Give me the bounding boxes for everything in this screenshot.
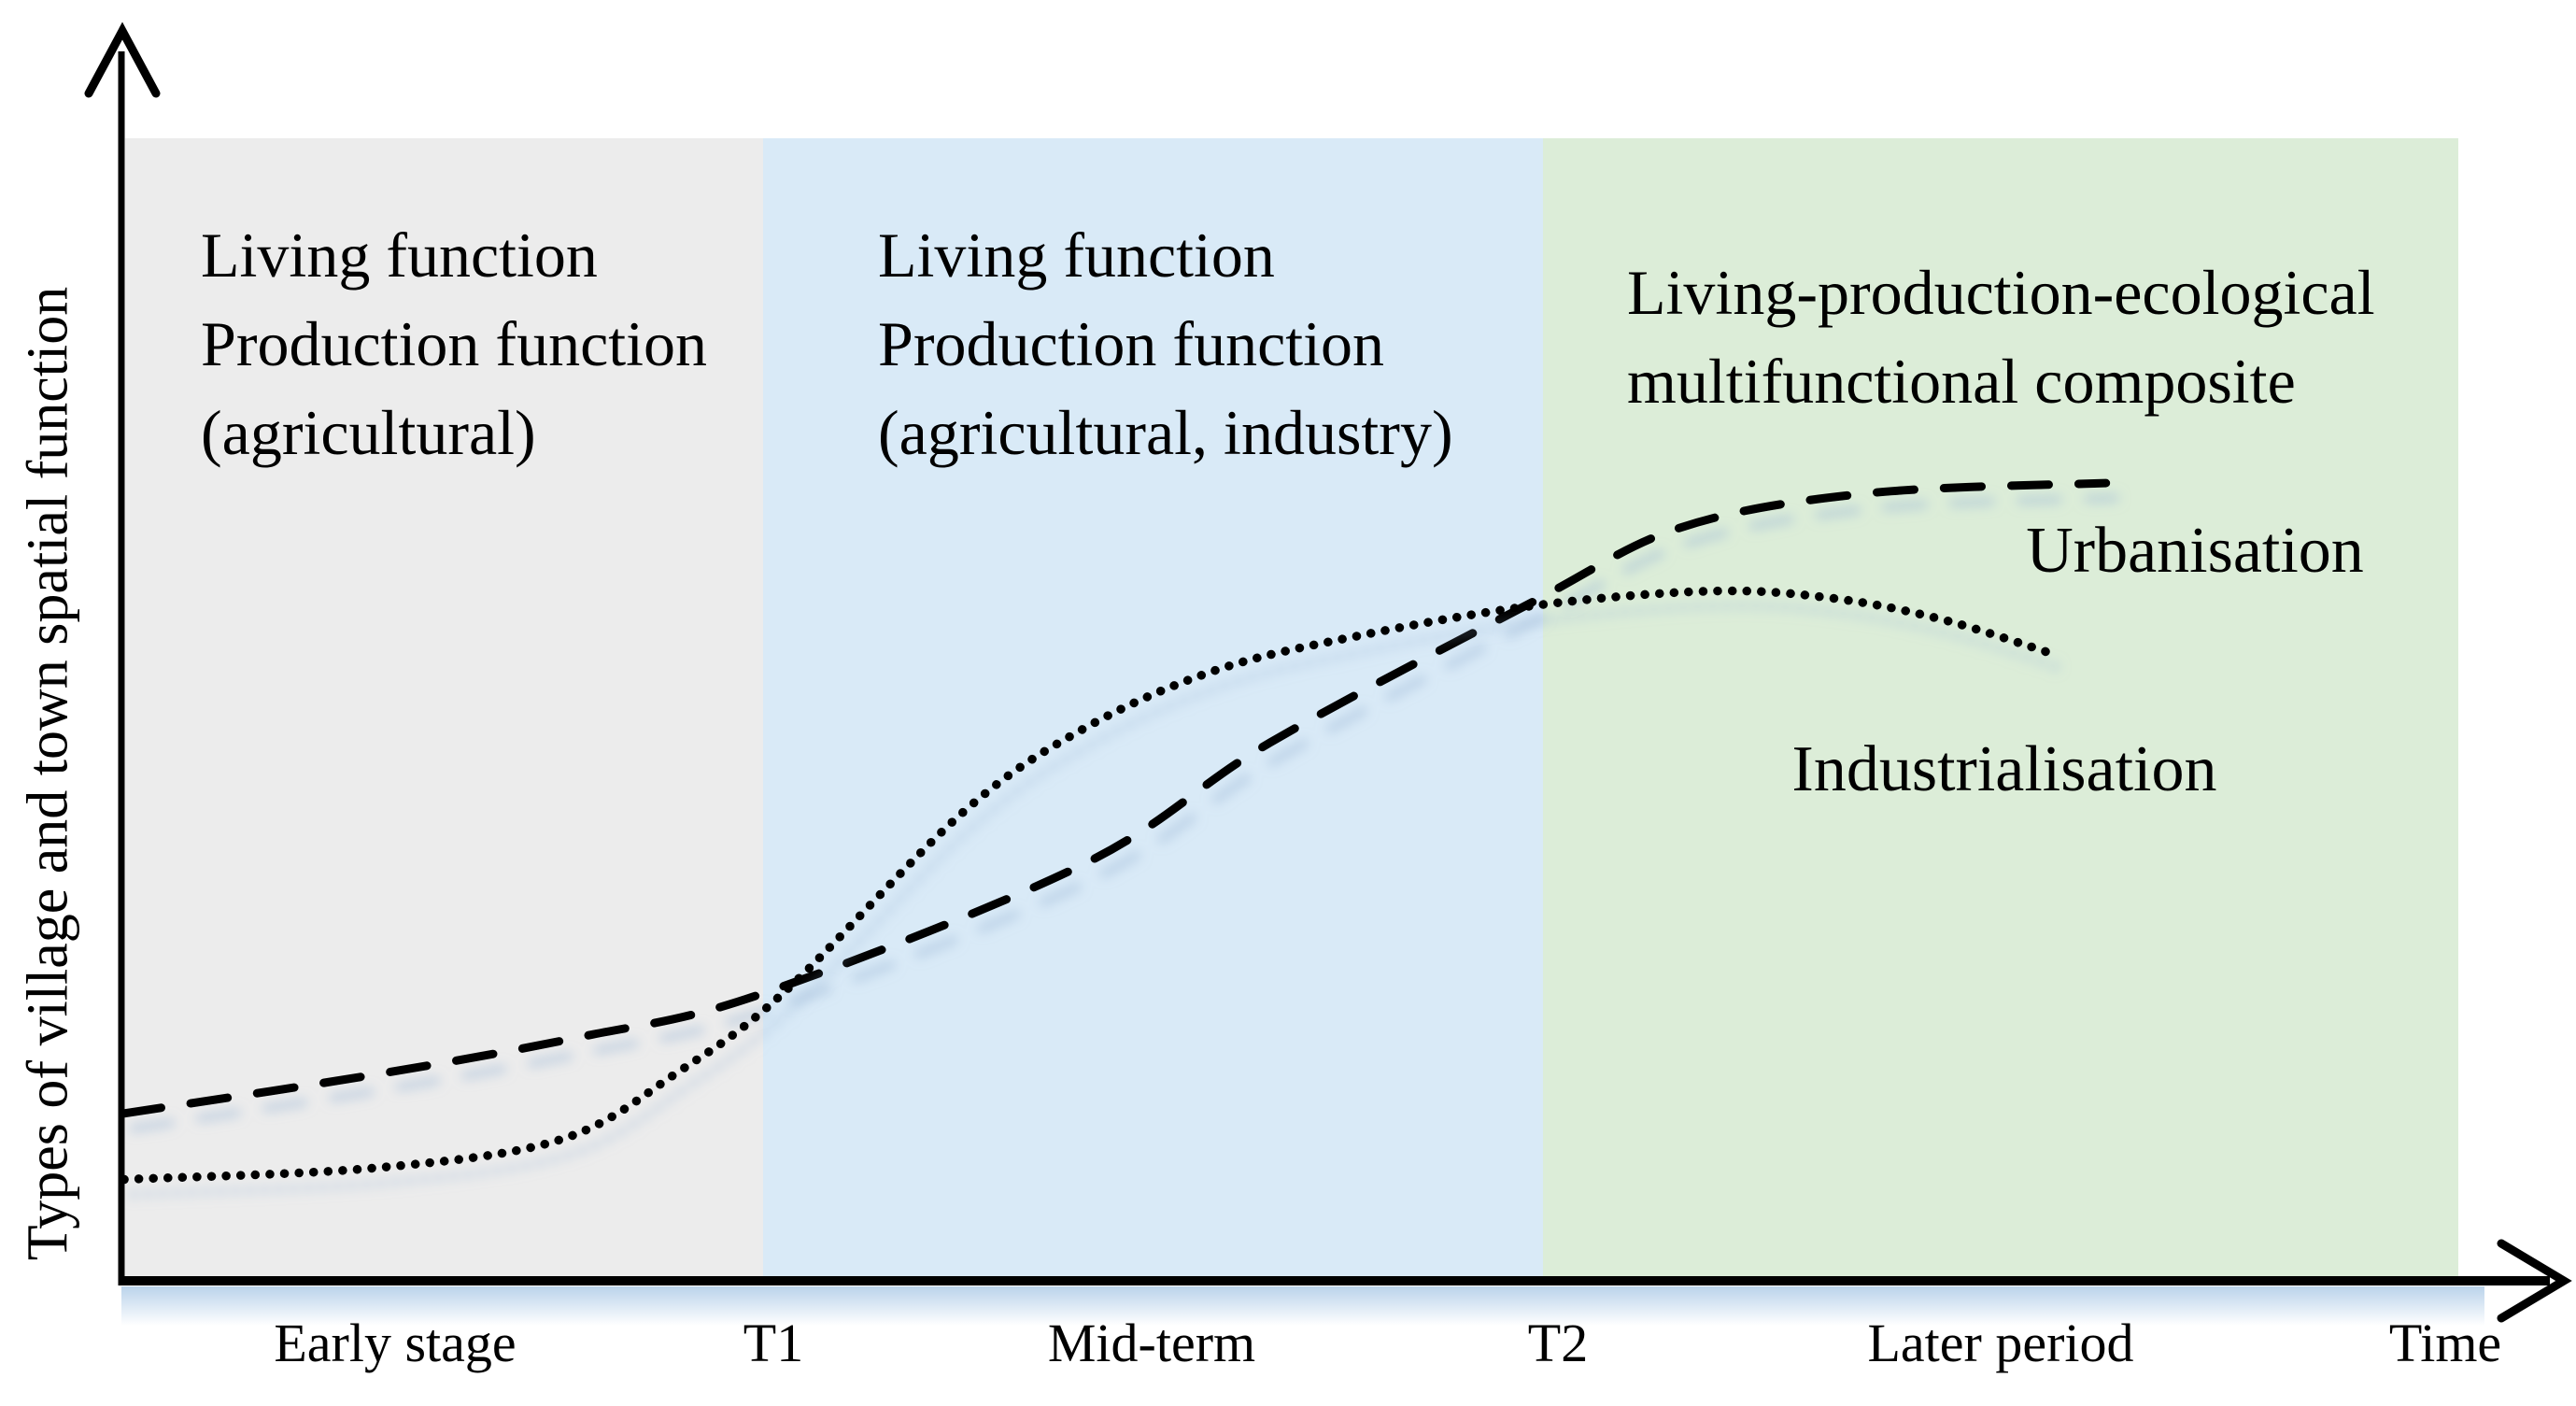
- region-label-mid-term: Living function Production function (agr…: [878, 211, 1453, 477]
- urbanisation-curve: [120, 478, 2111, 1118]
- region-label-line: Living function: [201, 220, 598, 291]
- industrialisation-curve: [120, 586, 2064, 1185]
- region-mid-term: [763, 138, 1543, 1276]
- x-tick-t1: T1: [743, 1313, 804, 1373]
- x-axis-arrow-icon: [2497, 1239, 2572, 1323]
- region-label-early-stage: Living function Production function (agr…: [201, 211, 707, 477]
- region-label-line: (agricultural, industry): [878, 397, 1453, 468]
- x-tick-later-period: Later period: [1867, 1313, 2134, 1373]
- region-later-period: [1543, 138, 2458, 1276]
- industrialisation-label: Industrialisation: [1791, 733, 2217, 805]
- x-tick-t2: T2: [1527, 1313, 1589, 1373]
- region-label-line: multifunctional composite: [1627, 346, 2296, 417]
- urbanisation-label: Urbanisation: [2026, 515, 2364, 587]
- axis-shadow-glow: [121, 1286, 2484, 1326]
- region-label-later-period: Living-production-ecological multifuncti…: [1627, 249, 2375, 426]
- region-label-line: (agricultural): [201, 397, 536, 468]
- x-tick-time: Time: [2388, 1313, 2502, 1373]
- y-axis-arrow-icon: [84, 21, 161, 98]
- region-label-line: Living-production-ecological: [1627, 257, 2375, 328]
- y-axis-title: Types of village and town spatial functi…: [16, 286, 80, 1261]
- region-label-line: Production function: [878, 308, 1385, 379]
- x-tick-early-stage: Early stage: [274, 1313, 517, 1373]
- region-label-line: Living function: [878, 220, 1275, 291]
- region-label-line: Production function: [201, 308, 708, 379]
- x-tick-mid-term: Mid-term: [1047, 1313, 1256, 1373]
